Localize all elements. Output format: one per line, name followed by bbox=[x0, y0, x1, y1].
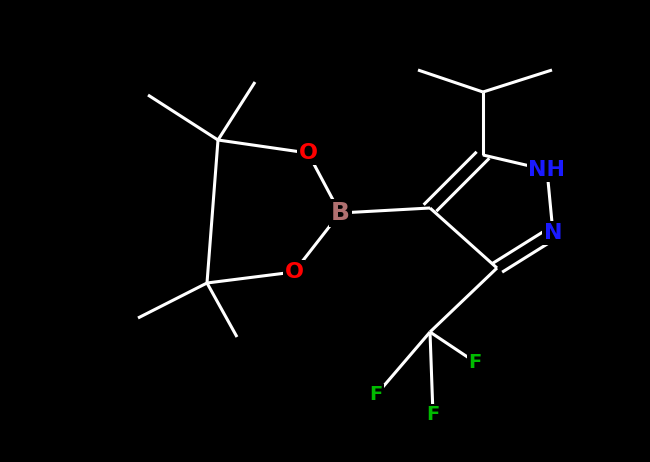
Text: F: F bbox=[369, 385, 383, 405]
Text: F: F bbox=[426, 406, 439, 425]
Text: O: O bbox=[285, 262, 304, 282]
Text: N: N bbox=[544, 223, 562, 243]
Text: F: F bbox=[469, 353, 482, 371]
Text: B: B bbox=[330, 201, 350, 225]
Text: NH: NH bbox=[528, 160, 566, 180]
Text: O: O bbox=[298, 143, 317, 163]
